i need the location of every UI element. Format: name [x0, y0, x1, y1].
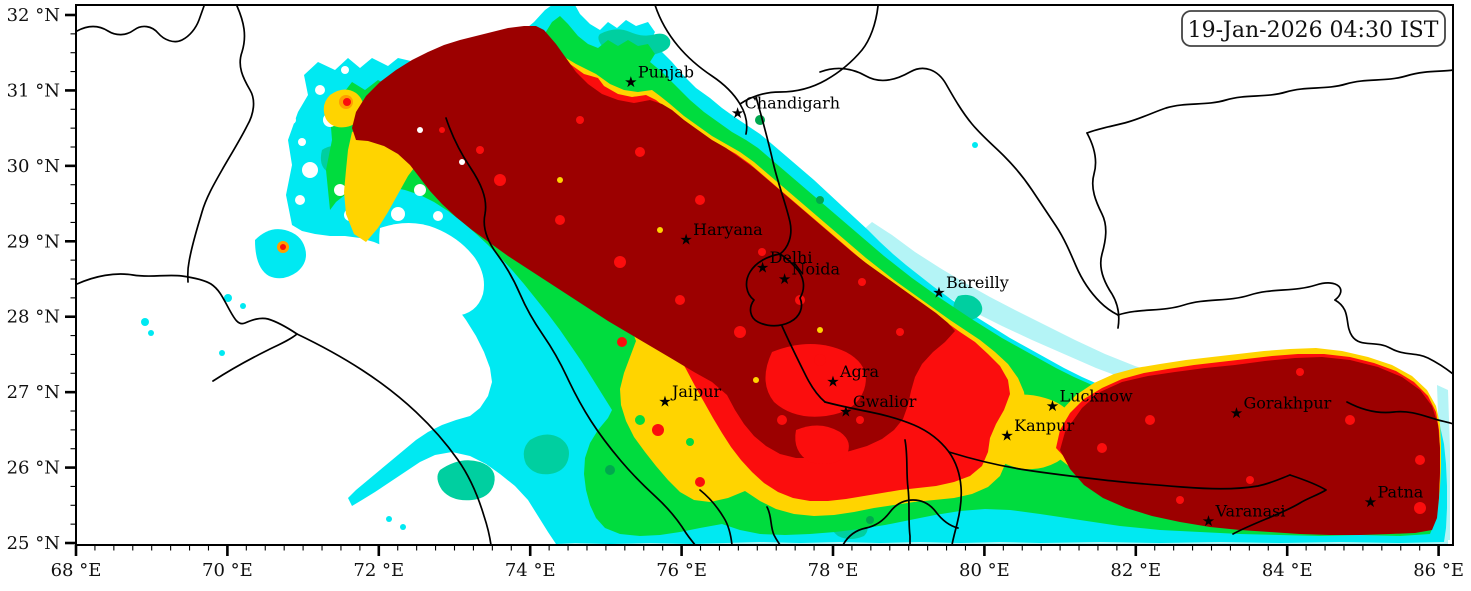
boundary-line — [186, 5, 255, 283]
x-tick-label: 70 °E — [202, 560, 253, 581]
axes: 68 °E 70 °E 72 °E 74 °E 76 °E 78 °E 80 °E 82 °E… — [7, 4, 1464, 581]
city-star-icon: ★ — [1202, 512, 1215, 530]
boundary-line — [212, 333, 298, 382]
boundary-line — [766, 506, 781, 545]
x-tick-label: 86 °E — [1413, 560, 1464, 581]
city-label: Gorakhpur — [1243, 394, 1331, 413]
city-label: Jaipur — [670, 382, 722, 401]
x-tick-label: 84 °E — [1262, 560, 1313, 581]
city-marker-delhi: ★Delhi — [756, 248, 813, 277]
city-marker-chandigarh: ★Chandigarh — [731, 93, 840, 122]
boundary-line — [445, 117, 696, 545]
city-marker-bareilly: ★Bareilly — [932, 273, 1009, 302]
timestamp-box: 19-Jan-2026 04:30 IST — [1181, 10, 1446, 47]
city-marker-punjab: ★Punjab — [624, 62, 694, 91]
city-marker-jaipur: ★Jaipur — [658, 382, 721, 411]
y-tick-label: 31 °N — [7, 80, 60, 101]
boundary-line — [1086, 69, 1453, 134]
boundary-line — [1346, 401, 1453, 425]
boundary-line — [755, 96, 792, 255]
boundary-line — [1086, 132, 1120, 329]
city-star-icon: ★ — [658, 393, 671, 411]
city-star-icon: ★ — [839, 403, 852, 421]
city-label: Lucknow — [1060, 387, 1134, 406]
boundary-line — [654, 5, 748, 135]
city-star-icon: ★ — [624, 73, 637, 91]
x-tick-label: 78 °E — [808, 560, 859, 581]
x-tick-label: 82 °E — [1110, 560, 1161, 581]
city-label: Chandigarh — [745, 93, 840, 112]
city-star-icon: ★ — [756, 258, 769, 276]
boundary-lines — [76, 5, 1453, 545]
boundary-line — [745, 253, 805, 327]
city-label: Varanasi — [1214, 501, 1285, 520]
city-label: Bareilly — [946, 273, 1009, 292]
timestamp-text: 19-Jan-2026 04:30 IST — [1188, 18, 1439, 43]
plot-frame — [75, 4, 1454, 546]
city-marker-agra: ★Agra — [826, 362, 879, 391]
boundary-line — [948, 451, 1291, 490]
city-label: Agra — [839, 362, 879, 381]
city-star-icon: ★ — [1000, 427, 1013, 445]
city-star-icon: ★ — [932, 283, 945, 301]
city-star-icon: ★ — [1230, 404, 1243, 422]
city-label: Punjab — [638, 62, 694, 81]
city-marker-noida: ★Noida — [778, 259, 841, 288]
boundary-line — [904, 439, 911, 545]
y-tick-label: 26 °N — [7, 458, 60, 479]
contour-layers: ★Punjab★Chandigarh★Haryana★Delhi★Noida★B… — [76, 5, 1453, 545]
city-marker-kanpur: ★Kanpur — [1000, 416, 1074, 445]
city-label: Patna — [1377, 483, 1423, 502]
boundary-line — [842, 499, 959, 545]
city-marker-varanasi: ★Varanasi — [1202, 501, 1286, 530]
city-label: Noida — [792, 259, 841, 278]
y-tick-label: 28 °N — [7, 307, 60, 328]
boundary-line — [781, 325, 826, 403]
timestamp-box-frame — [1181, 10, 1446, 47]
y-tick-label: 25 °N — [7, 533, 60, 554]
city-markers: ★Punjab★Chandigarh★Haryana★Delhi★Noida★B… — [624, 62, 1424, 530]
dark-red-layer — [352, 26, 1440, 535]
city-marker-gwalior: ★Gwalior — [839, 392, 917, 421]
city-star-icon: ★ — [679, 231, 692, 249]
city-star-icon: ★ — [826, 372, 839, 390]
boundary-line — [1232, 474, 1327, 535]
boundary-line — [1334, 299, 1453, 375]
boundary-line — [1117, 282, 1342, 316]
y-tick-label: 29 °N — [7, 231, 60, 252]
boundary-line — [699, 489, 733, 545]
boundary-line — [76, 5, 205, 43]
city-label: Delhi — [770, 248, 813, 267]
x-tick-label: 76 °E — [656, 560, 707, 581]
x-tick-label: 68 °E — [51, 560, 102, 581]
y-tick-label: 30 °N — [7, 156, 60, 177]
city-label: Gwalior — [853, 392, 917, 411]
boundary-line — [819, 67, 1119, 316]
boundary-line — [739, 5, 879, 105]
city-star-icon: ★ — [1364, 493, 1377, 511]
boundary-line — [296, 333, 492, 545]
x-tick-label: 74 °E — [505, 560, 556, 581]
city-marker-lucknow: ★Lucknow — [1046, 387, 1133, 416]
city-label: Kanpur — [1014, 416, 1074, 435]
x-tick-label: 80 °E — [959, 560, 1010, 581]
city-star-icon: ★ — [731, 104, 744, 122]
city-star-icon: ★ — [778, 270, 791, 288]
y-tick-label: 27 °N — [7, 382, 60, 403]
boundary-line — [76, 273, 298, 335]
city-marker-gorakhpur: ★Gorakhpur — [1230, 394, 1332, 423]
city-marker-haryana: ★Haryana — [679, 220, 763, 249]
city-star-icon: ★ — [1046, 397, 1059, 415]
city-label: Haryana — [693, 220, 763, 239]
city-marker-patna: ★Patna — [1364, 483, 1424, 512]
y-tick-label: 32 °N — [7, 5, 60, 26]
x-tick-label: 72 °E — [353, 560, 404, 581]
